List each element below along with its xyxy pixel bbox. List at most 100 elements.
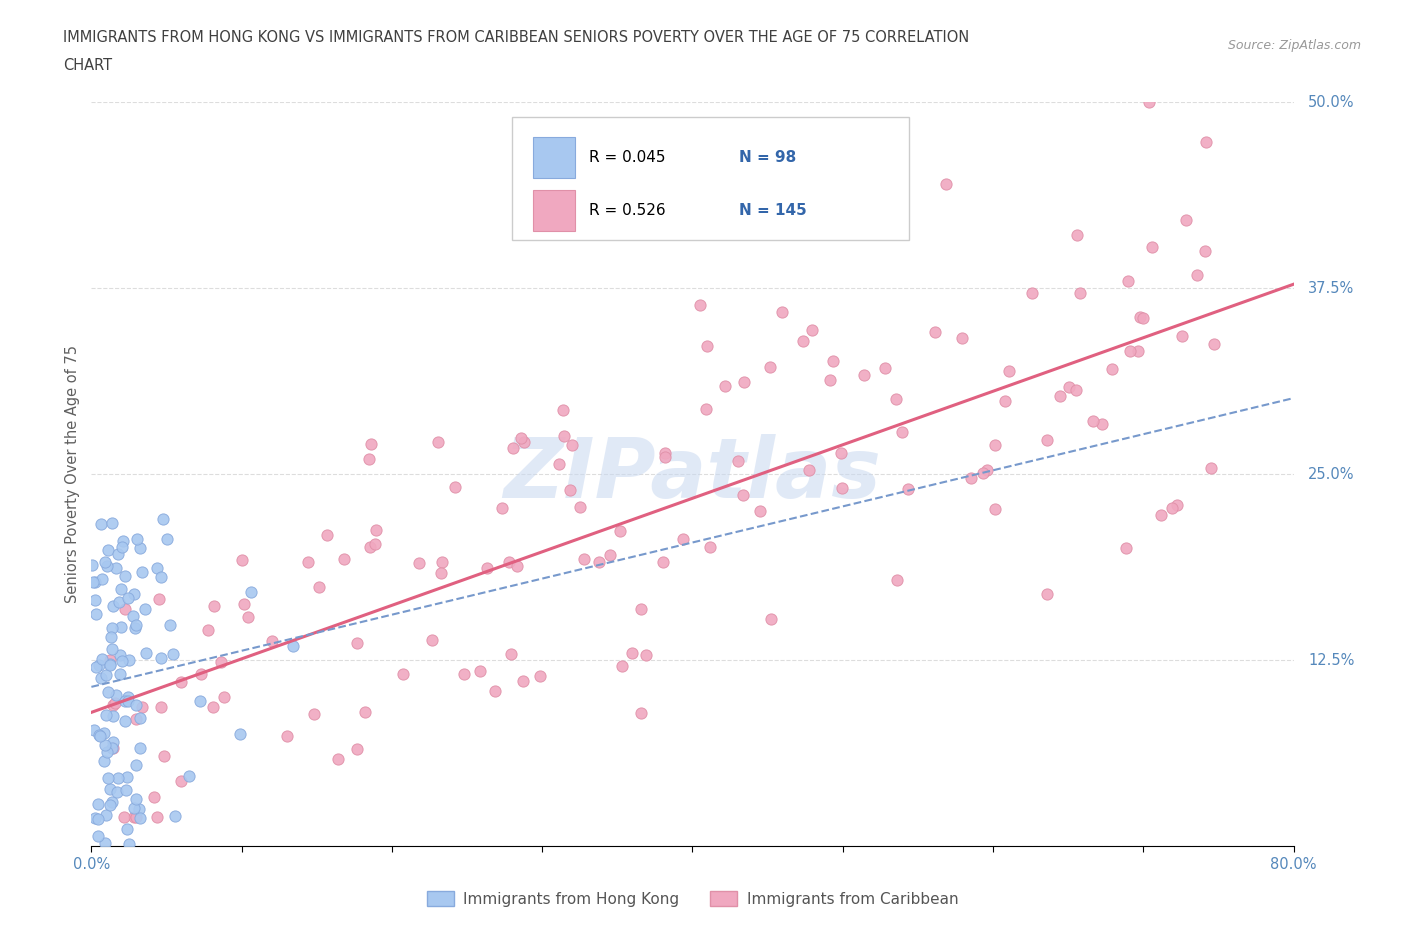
Point [110, 619, 132, 634]
Point [621, 646, 644, 661]
Point [84, 575, 107, 590]
Point [475, 560, 498, 575]
Point [112, 534, 135, 549]
Point [125, 758, 148, 773]
Point [117, 694, 139, 709]
Point [491, 500, 513, 515]
Point [125, 791, 148, 806]
Point [239, 584, 262, 599]
Point [114, 602, 136, 617]
Point [124, 801, 146, 816]
Point [107, 771, 129, 786]
Point [1185, 268, 1208, 283]
Point [100, 620, 122, 635]
Point [212, 689, 235, 704]
Point [101, 795, 124, 810]
Point [830, 445, 852, 460]
Point [484, 684, 506, 698]
Point [134, 601, 156, 616]
Point [197, 622, 219, 637]
Text: ZIPatlas: ZIPatlas [503, 433, 882, 515]
Point [90, 572, 112, 587]
Point [429, 566, 451, 581]
Point [169, 774, 191, 789]
Point [1140, 239, 1163, 254]
Point [689, 298, 711, 312]
Point [98, 657, 121, 671]
Point [115, 769, 138, 784]
Point [97, 543, 120, 558]
Point [758, 359, 780, 374]
Point [135, 645, 157, 660]
Point [699, 539, 721, 554]
Point [105, 785, 128, 800]
Point [100, 740, 122, 755]
Point [630, 706, 652, 721]
Point [128, 811, 150, 826]
Point [94, 668, 117, 683]
Point [634, 647, 657, 662]
Point [96, 558, 118, 573]
Point [1091, 417, 1114, 432]
Point [170, 674, 193, 689]
Bar [533, 191, 575, 232]
Point [98, 798, 121, 813]
Point [117, 591, 139, 605]
Text: N = 145: N = 145 [740, 204, 807, 219]
Point [94, 807, 117, 822]
Point [201, 699, 224, 714]
Point [83, 723, 105, 737]
Text: R = 0.526: R = 0.526 [589, 204, 665, 219]
Point [90, 671, 112, 685]
Point [818, 372, 841, 387]
Point [1069, 286, 1091, 300]
Point [560, 483, 582, 498]
Point [209, 655, 232, 670]
Point [108, 594, 131, 609]
Point [326, 751, 349, 766]
Point [128, 540, 150, 555]
Point [359, 539, 381, 554]
Point [364, 537, 387, 551]
Point [427, 434, 450, 449]
Point [1126, 344, 1149, 359]
Point [101, 599, 124, 614]
Point [574, 551, 596, 566]
Point [1195, 135, 1218, 150]
Point [512, 434, 534, 449]
Text: 12.5%: 12.5% [1308, 653, 1354, 668]
Point [316, 528, 339, 543]
Point [422, 632, 444, 647]
Point [152, 512, 174, 526]
Point [124, 809, 146, 824]
Point [935, 177, 957, 192]
Point [792, 334, 814, 349]
Point [972, 465, 994, 480]
Point [468, 664, 491, 679]
Point [599, 547, 621, 562]
Point [101, 734, 124, 749]
Point [831, 480, 853, 495]
Point [124, 620, 146, 635]
Point [453, 667, 475, 682]
Point [84, 593, 107, 608]
Point [94, 708, 117, 723]
Bar [533, 138, 575, 179]
Point [177, 768, 200, 783]
Point [360, 436, 382, 451]
Point [146, 561, 169, 576]
Point [748, 503, 770, 518]
Point [127, 532, 149, 547]
Point [112, 809, 135, 824]
Point [143, 789, 166, 804]
Point [444, 479, 467, 494]
Point [124, 711, 146, 726]
Point [333, 551, 356, 566]
Point [86, 812, 108, 827]
Point [1101, 362, 1123, 377]
Point [1116, 273, 1139, 288]
Point [984, 502, 1007, 517]
Point [1057, 379, 1080, 394]
Point [129, 711, 152, 725]
Point [96, 744, 118, 759]
